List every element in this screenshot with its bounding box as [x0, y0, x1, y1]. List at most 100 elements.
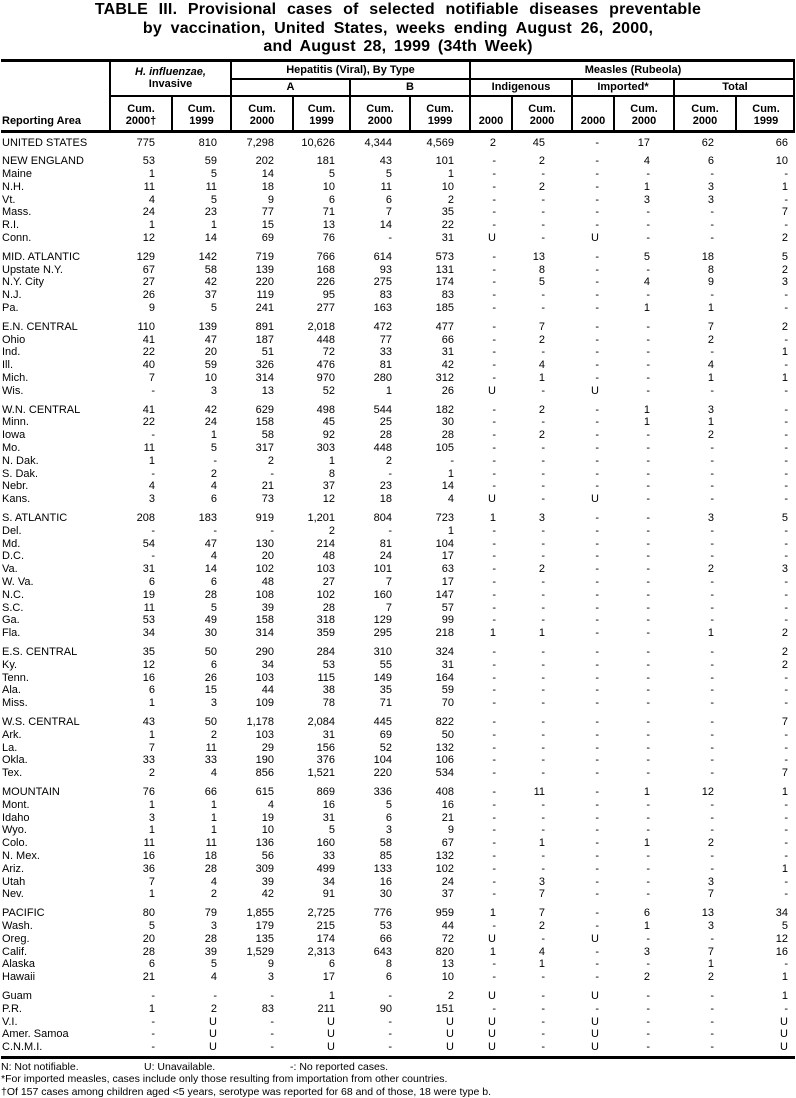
- value-cell: -: [492, 875, 496, 888]
- value-cell: 190: [255, 754, 274, 767]
- value-cell: 16: [322, 798, 335, 811]
- value-cell: -: [784, 480, 788, 493]
- value-cell: 7: [538, 907, 545, 920]
- value-cell: 5: [385, 168, 392, 181]
- reporting-area-cell: Okla.: [2, 754, 28, 767]
- reporting-area-cell: Tenn.: [2, 671, 29, 684]
- value-cell: U: [209, 1028, 217, 1041]
- value-cell: -: [595, 754, 599, 767]
- value-cell: U: [591, 932, 599, 945]
- value-cell: 359: [316, 627, 335, 640]
- value-cell: 9: [267, 958, 274, 971]
- value-cell: 7: [781, 715, 788, 728]
- col-header-indigenous-2000: 2000: [469, 96, 511, 130]
- value-cell: 52: [379, 741, 392, 754]
- value-cell: 53: [379, 919, 392, 932]
- value-cell: 4: [148, 193, 155, 206]
- value-cell: 2: [538, 180, 545, 193]
- reporting-area-cell: Vt.: [2, 193, 16, 206]
- value-cell: 31: [322, 728, 335, 741]
- title-line-3: and August 28, 1999 (34th Week): [263, 38, 533, 55]
- value-cell: 182: [435, 403, 454, 416]
- value-cell: 1: [210, 219, 217, 232]
- value-cell: -: [595, 576, 599, 588]
- value-cell: 33: [322, 849, 335, 862]
- value-cell: -: [388, 524, 392, 537]
- value-cell: -: [646, 932, 650, 945]
- value-cell: 3: [267, 971, 274, 984]
- value-cell: -: [541, 671, 545, 684]
- value-cell: 472: [373, 320, 392, 333]
- table-row: Guam - - - 1 - 2 U - U - - 1: [1, 990, 795, 1003]
- value-cell: -: [492, 697, 496, 710]
- value-cell: 28: [204, 588, 217, 601]
- value-cell: -: [270, 989, 274, 1002]
- value-cell: 498: [316, 403, 335, 416]
- value-cell: -: [541, 849, 545, 862]
- value-cell: 13: [532, 250, 545, 263]
- value-cell: -: [595, 442, 599, 455]
- value-cell: 6: [328, 193, 335, 206]
- table-section: W.S. CENTRAL 43 50 1,178 2,084 445 822- - - - -7 Ar…: [1, 716, 795, 780]
- value-cell: 3: [781, 276, 788, 289]
- table-row: N.Y. City 27 42 220 226 275 174 - 5 - 4 9 3: [1, 276, 795, 289]
- reporting-area-cell: Fla.: [2, 627, 21, 640]
- value-cell: 314: [255, 627, 274, 640]
- reporting-area-cell: Nev.: [2, 888, 24, 901]
- value-cell: 5: [781, 512, 788, 525]
- value-cell: 5: [328, 824, 335, 837]
- table-row: Ky. 12 6 34 53 55 31 - - - - - 2: [1, 659, 795, 672]
- value-cell: 18: [379, 493, 392, 506]
- value-cell: -: [492, 346, 496, 359]
- value-cell: 149: [373, 671, 392, 684]
- value-cell: -: [541, 384, 545, 397]
- value-cell: -: [541, 524, 545, 537]
- value-cell: 6: [707, 155, 714, 168]
- table-row: Wash. 5 3 179 215 53 44-2-1 3 5: [1, 920, 795, 933]
- value-cell: -: [492, 862, 496, 875]
- value-cell: 9: [148, 302, 155, 315]
- value-cell: 104: [373, 754, 392, 767]
- value-cell: 10: [322, 180, 335, 193]
- table-section: Guam - - -1-2 U - U - -1 P.R. 1 2 83 211 90 151- - - - - - V.…: [1, 990, 795, 1054]
- value-cell: 1: [538, 837, 545, 850]
- value-cell: 776: [373, 907, 392, 920]
- value-cell: 18: [261, 180, 274, 193]
- value-cell: 58: [261, 429, 274, 442]
- value-cell: 2: [385, 454, 392, 467]
- value-cell: 7: [707, 945, 714, 958]
- value-cell: 14: [204, 232, 217, 245]
- value-cell: 6: [210, 658, 217, 671]
- value-cell: 139: [255, 263, 274, 276]
- value-cell: 7: [385, 206, 392, 219]
- value-cell: -: [784, 601, 788, 614]
- table-row: R.I. 1 1 15 13 14 22 - - - - - -: [1, 219, 795, 232]
- value-cell: -: [595, 907, 599, 920]
- value-cell: 1,529: [246, 945, 274, 958]
- value-cell: 499: [316, 862, 335, 875]
- value-cell: 1: [489, 512, 496, 525]
- value-cell: 19: [261, 811, 274, 824]
- value-cell: -: [646, 754, 650, 767]
- value-cell: 1: [328, 989, 335, 1002]
- table-row: Tex. 2 4 856 1,521 220 534 - - - - - 7: [1, 767, 795, 780]
- value-cell: -: [541, 480, 545, 493]
- value-cell: 1: [447, 467, 454, 480]
- value-cell: -: [710, 524, 714, 537]
- value-cell: -: [710, 588, 714, 601]
- value-cell: 34: [775, 907, 788, 920]
- value-cell: -: [710, 811, 714, 824]
- value-cell: 3: [707, 180, 714, 193]
- value-cell: -: [784, 741, 788, 754]
- value-cell: -: [541, 588, 545, 601]
- value-cell: 83: [379, 289, 392, 302]
- value-cell: 280: [373, 372, 392, 385]
- footer-legend: N: Not notifiable. U: Unavailable. -: No…: [1, 1061, 795, 1074]
- reporting-area-cell: Ohio: [2, 333, 26, 346]
- value-cell: 39: [204, 945, 217, 958]
- value-cell: -: [784, 811, 788, 824]
- value-cell: -: [450, 454, 454, 467]
- value-cell: U: [780, 1015, 788, 1028]
- value-cell: -: [646, 1041, 650, 1054]
- value-cell: 1: [447, 168, 454, 181]
